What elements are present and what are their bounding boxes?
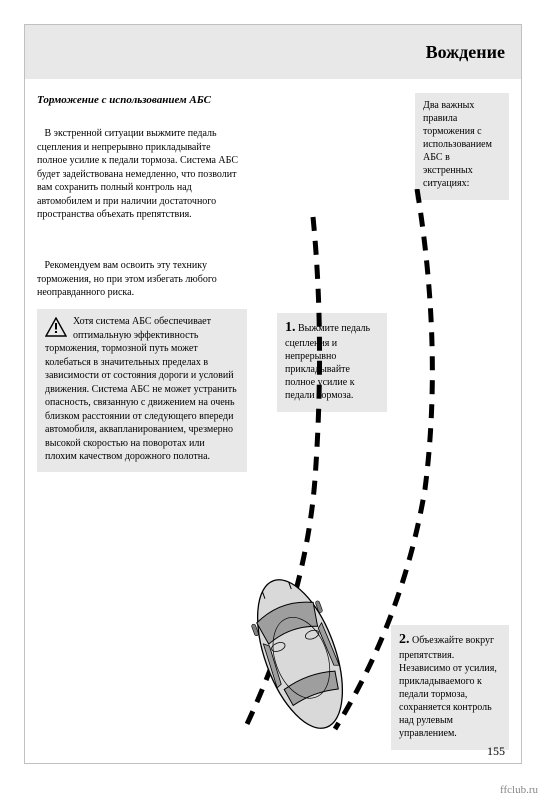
page-number: 155 [487, 744, 505, 759]
page-header: Вождение [25, 25, 521, 79]
warning-triangle-icon [45, 317, 67, 337]
footer-watermark: ffclub.ru [500, 784, 538, 796]
warning-text: Хотя система АБС обеспечивает оптимальну… [45, 316, 237, 462]
warning-box: Хотя система АБС обеспечивает оптимальну… [37, 309, 247, 472]
section-subtitle: Торможение с использованием АБС [37, 93, 237, 107]
sidebox-intro: Два важных правила торможения с использо… [415, 93, 509, 200]
header-title: Вождение [426, 42, 505, 63]
paragraph-2: Рекомендуем вам освоить эту технику торм… [37, 259, 247, 300]
page-content: Торможение с использованием АБС В экстре… [25, 79, 521, 765]
page: Вождение Торможение с использованием АБС… [24, 24, 522, 764]
paragraph-1-text: В экстренной ситуации выжмите педаль сце… [37, 128, 238, 220]
right-lane-path [335, 189, 432, 729]
lane-diagram [245, 189, 525, 749]
paragraph-1: В экстренной ситуации выжмите педаль сце… [37, 127, 242, 222]
paragraph-2-text: Рекомендуем вам освоить эту технику торм… [37, 260, 217, 298]
